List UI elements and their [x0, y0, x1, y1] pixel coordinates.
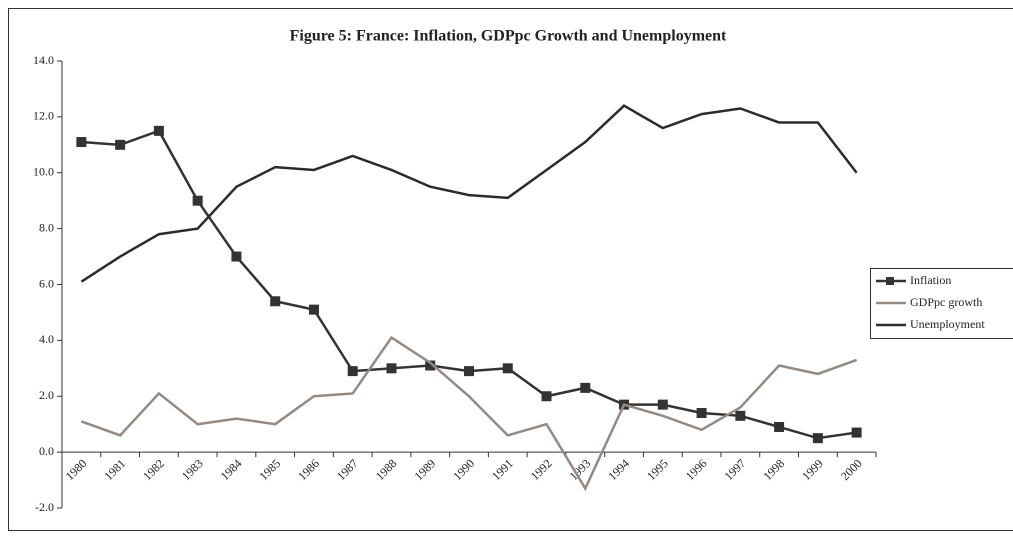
series-line — [80, 104, 858, 283]
point-marker — [76, 137, 87, 148]
legend-marker — [886, 277, 894, 285]
point-marker — [425, 360, 436, 371]
y-tick-label: 10.0 — [33, 165, 54, 179]
y-tick-label: 4.0 — [39, 332, 54, 346]
y-tick-label: -2.0 — [35, 500, 54, 514]
series-line — [80, 335, 858, 492]
y-tick-label: 2.0 — [39, 388, 54, 402]
point-marker — [464, 366, 474, 377]
point-marker — [696, 408, 707, 419]
point-marker — [735, 410, 746, 421]
point-marker — [657, 399, 668, 410]
point-marker — [580, 382, 591, 393]
point-marker — [851, 427, 862, 438]
y-tick-label: 12.0 — [33, 109, 54, 123]
point-marker — [347, 366, 358, 377]
point-marker — [153, 125, 164, 136]
point-marker — [192, 195, 203, 206]
chart-title: Figure 5: France: Inflation, GDPpc Growt… — [290, 28, 727, 45]
point-marker — [502, 363, 513, 374]
chart-frame — [8, 8, 1013, 531]
y-tick-label: 6.0 — [39, 276, 54, 290]
y-tick-label: 8.0 — [39, 220, 54, 234]
y-tick-label: 14.0 — [33, 53, 54, 67]
point-marker — [115, 139, 126, 150]
legend-label: GDPpc growth — [910, 295, 982, 309]
point-marker — [386, 363, 397, 374]
point-marker — [774, 421, 785, 432]
point-marker — [231, 251, 242, 262]
legend-label: Unemployment — [910, 317, 985, 331]
point-marker — [308, 304, 319, 315]
point-marker — [541, 391, 552, 402]
point-marker — [270, 296, 281, 307]
point-marker — [812, 433, 823, 444]
legend-label: Inflation — [910, 273, 951, 287]
y-tick-label: 0.0 — [39, 444, 54, 458]
